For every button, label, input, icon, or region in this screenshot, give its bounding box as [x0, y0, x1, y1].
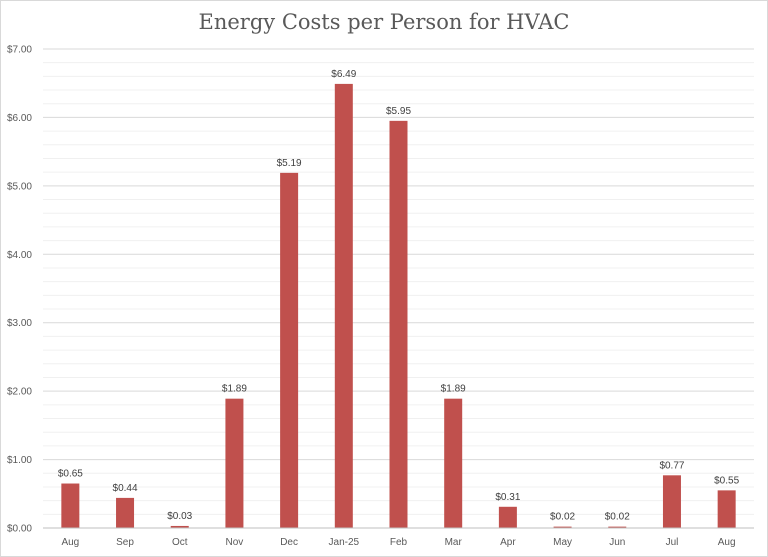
data-label: $0.55	[714, 475, 739, 486]
y-tick-label: $3.00	[7, 318, 32, 329]
bar	[389, 120, 408, 528]
bar	[170, 525, 189, 528]
x-tick-label: Oct	[172, 537, 188, 548]
bar	[608, 526, 627, 528]
data-label: $5.19	[277, 158, 302, 169]
bars	[61, 83, 736, 529]
y-tick-label: $0.00	[7, 524, 32, 535]
data-label: $6.49	[331, 69, 356, 80]
x-tick-label: Feb	[390, 537, 408, 548]
bar	[61, 483, 80, 528]
y-axis: $0.00 $1.00 $2.00 $3.00 $4.00 $5.00 $6.00 $7.00	[7, 45, 32, 535]
y-tick-label: $1.00	[7, 455, 32, 466]
bar	[280, 172, 299, 528]
x-tick-label: Nov	[226, 537, 244, 548]
x-tick-label: Dec	[280, 537, 298, 548]
x-axis: Aug Sep Oct Nov Dec Jan-25 Feb Mar Apr May Jun Jul A…	[43, 527, 754, 548]
data-labels: $0.65 $0.44 $0.03 $1.89 $5.19 $6.49 $5.95 $1.89…	[58, 69, 740, 523]
data-label: $1.89	[441, 384, 466, 395]
x-tick-label: Jan-25	[329, 537, 360, 548]
x-tick-label: Apr	[500, 537, 516, 548]
x-tick-label: Jul	[666, 537, 679, 548]
chart-title: Energy Costs per Person for HVAC	[198, 10, 570, 34]
y-tick-label: $5.00	[7, 181, 32, 192]
data-label: $0.02	[550, 512, 575, 523]
x-tick-label: Aug	[61, 537, 79, 548]
x-tick-label: Aug	[718, 537, 736, 548]
bar	[225, 398, 244, 528]
data-label: $0.77	[659, 460, 684, 471]
data-label: $0.65	[58, 469, 83, 480]
y-tick-label: $2.00	[7, 387, 32, 398]
y-tick-label: $4.00	[7, 250, 32, 261]
bar	[662, 475, 681, 528]
bar	[116, 497, 135, 528]
x-tick-label: Sep	[116, 537, 134, 548]
x-tick-label: Jun	[609, 537, 625, 548]
data-label: $5.95	[386, 106, 411, 117]
bar	[334, 83, 353, 529]
y-tick-label: $7.00	[7, 45, 32, 56]
data-label: $1.89	[222, 384, 247, 395]
data-label: $0.31	[495, 492, 520, 503]
bar	[444, 398, 463, 528]
x-tick-label: May	[553, 537, 572, 548]
bar	[553, 526, 572, 528]
x-tick-label: Mar	[445, 537, 463, 548]
y-tick-label: $6.00	[7, 113, 32, 124]
bar	[717, 490, 736, 528]
data-label: $0.44	[113, 483, 138, 494]
data-label: $0.03	[167, 511, 192, 522]
bar	[498, 506, 517, 528]
data-label: $0.02	[605, 512, 630, 523]
